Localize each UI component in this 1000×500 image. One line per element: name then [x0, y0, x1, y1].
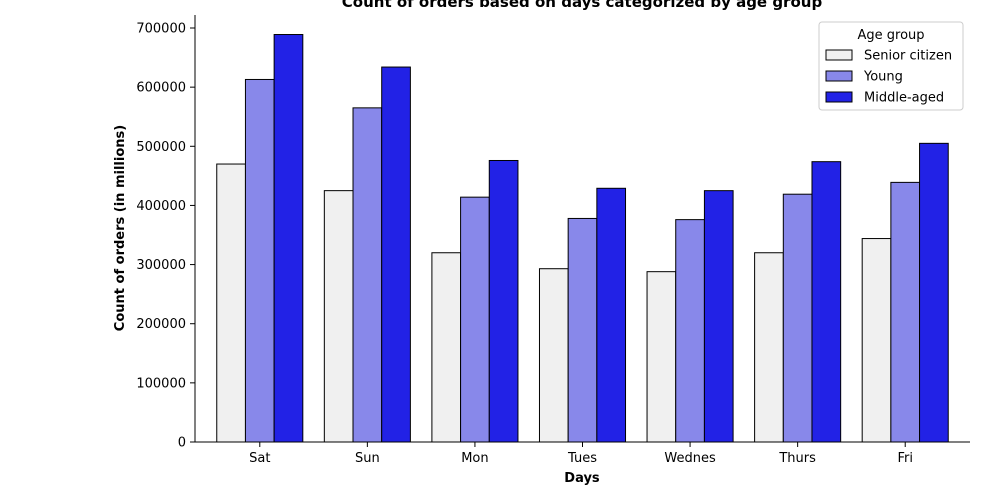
y-ticks: 0 100000 200000 300000 400000 500000 600000 700…: [136, 22, 195, 451]
legend-label: Senior citizen: [864, 49, 952, 64]
bar-middle-aged-fri: [919, 142, 949, 443]
legend-title: Age group: [857, 28, 924, 43]
legend-label: Young: [863, 70, 903, 85]
x-tick-label: Sun: [355, 451, 380, 466]
bar-middle-aged-wednes: [703, 190, 734, 443]
bar-middle-aged-sat: [273, 34, 304, 443]
legend-items: Senior citizen Young Middle-aged: [825, 49, 952, 106]
bar-senior-citizen-thurs: [754, 252, 784, 443]
x-ticks: Sat Sun Mon Tues Wednes Thurs Fri: [249, 442, 913, 466]
bar-senior-citizen-mon: [431, 252, 462, 443]
bar-middle-aged-tues: [596, 187, 627, 443]
legend-swatch: [825, 70, 853, 82]
bar-young-sat: [244, 78, 275, 443]
x-tick-label: Tues: [567, 451, 597, 466]
bar-young-fri: [890, 181, 921, 443]
bar-senior-citizen-fri: [861, 238, 892, 443]
y-axis-label: Count of orders (in millions): [113, 125, 128, 331]
legend-frame: [818, 21, 964, 111]
y-tick-label: 500000: [136, 140, 186, 155]
y-tick-label: 700000: [136, 22, 186, 37]
x-tick-label: Fri: [897, 451, 913, 466]
bar-senior-citizen-wednes: [646, 271, 677, 443]
bar-middle-aged-thurs: [811, 161, 842, 443]
bar-young-thurs: [782, 193, 813, 443]
y-tick-label: 200000: [136, 317, 186, 332]
legend-label: Middle-aged: [864, 91, 944, 106]
y-tick-label: 0: [178, 436, 186, 451]
bar-middle-aged-sun: [381, 66, 411, 443]
x-tick-label: Thurs: [778, 451, 816, 466]
bar-young-sun: [352, 107, 383, 443]
y-tick-label: 400000: [136, 199, 186, 214]
bar-young-tues: [567, 217, 598, 443]
bar-middle-aged-mon: [488, 159, 519, 443]
chart-title: Count of orders based on days categorize…: [342, 0, 823, 11]
bar-young-wednes: [675, 219, 705, 443]
y-tick-label: 600000: [136, 81, 186, 96]
y-tick-label: 300000: [136, 258, 186, 273]
bar-senior-citizen-sun: [323, 190, 354, 443]
x-tick-label: Wednes: [664, 451, 716, 466]
bar-senior-citizen-sat: [216, 163, 246, 443]
legend-swatch: [825, 49, 853, 61]
bars-group: [216, 34, 949, 443]
x-tick-label: Sat: [249, 451, 270, 466]
legend-swatch: [825, 91, 853, 103]
x-axis-label: Days: [564, 471, 600, 486]
legend: Age group Senior citizen Young Middle-aged: [818, 21, 964, 111]
bar-senior-citizen-tues: [538, 268, 569, 443]
x-tick-label: Mon: [461, 451, 488, 466]
bar-young-mon: [460, 196, 490, 443]
y-tick-label: 100000: [136, 376, 186, 391]
